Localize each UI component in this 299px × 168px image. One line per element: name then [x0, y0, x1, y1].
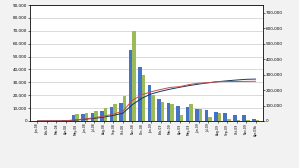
Bar [180, 115, 183, 121]
Bar [151, 95, 155, 121]
Bar [223, 113, 227, 121]
Bar [195, 109, 199, 121]
Bar [227, 119, 231, 121]
Bar [129, 50, 132, 121]
Bar [205, 110, 208, 121]
Bar [233, 115, 237, 121]
Bar [75, 114, 79, 121]
Bar [62, 120, 66, 121]
Bar [85, 113, 89, 121]
Bar [142, 75, 145, 121]
Bar [100, 111, 104, 121]
Bar [256, 120, 259, 121]
Bar [104, 108, 107, 121]
Bar [148, 85, 151, 121]
Bar [119, 103, 123, 121]
Bar [94, 111, 98, 121]
Bar [252, 119, 256, 121]
Bar [66, 120, 70, 121]
Bar [170, 104, 174, 121]
Bar [237, 120, 240, 121]
Bar [176, 106, 180, 121]
Bar [167, 103, 170, 121]
Bar [91, 113, 94, 121]
Bar [157, 99, 161, 121]
Bar [132, 31, 136, 121]
Bar [81, 114, 85, 121]
Bar [246, 120, 250, 121]
Bar [72, 115, 75, 121]
Bar [214, 112, 218, 121]
Bar [199, 109, 202, 121]
Bar [208, 117, 212, 121]
Bar [186, 107, 189, 121]
Bar [189, 103, 193, 121]
Bar [110, 107, 113, 121]
Bar [218, 113, 221, 121]
Bar [113, 104, 117, 121]
Bar [123, 96, 126, 121]
Bar [138, 67, 142, 121]
Bar [161, 102, 164, 121]
Bar [242, 115, 246, 121]
